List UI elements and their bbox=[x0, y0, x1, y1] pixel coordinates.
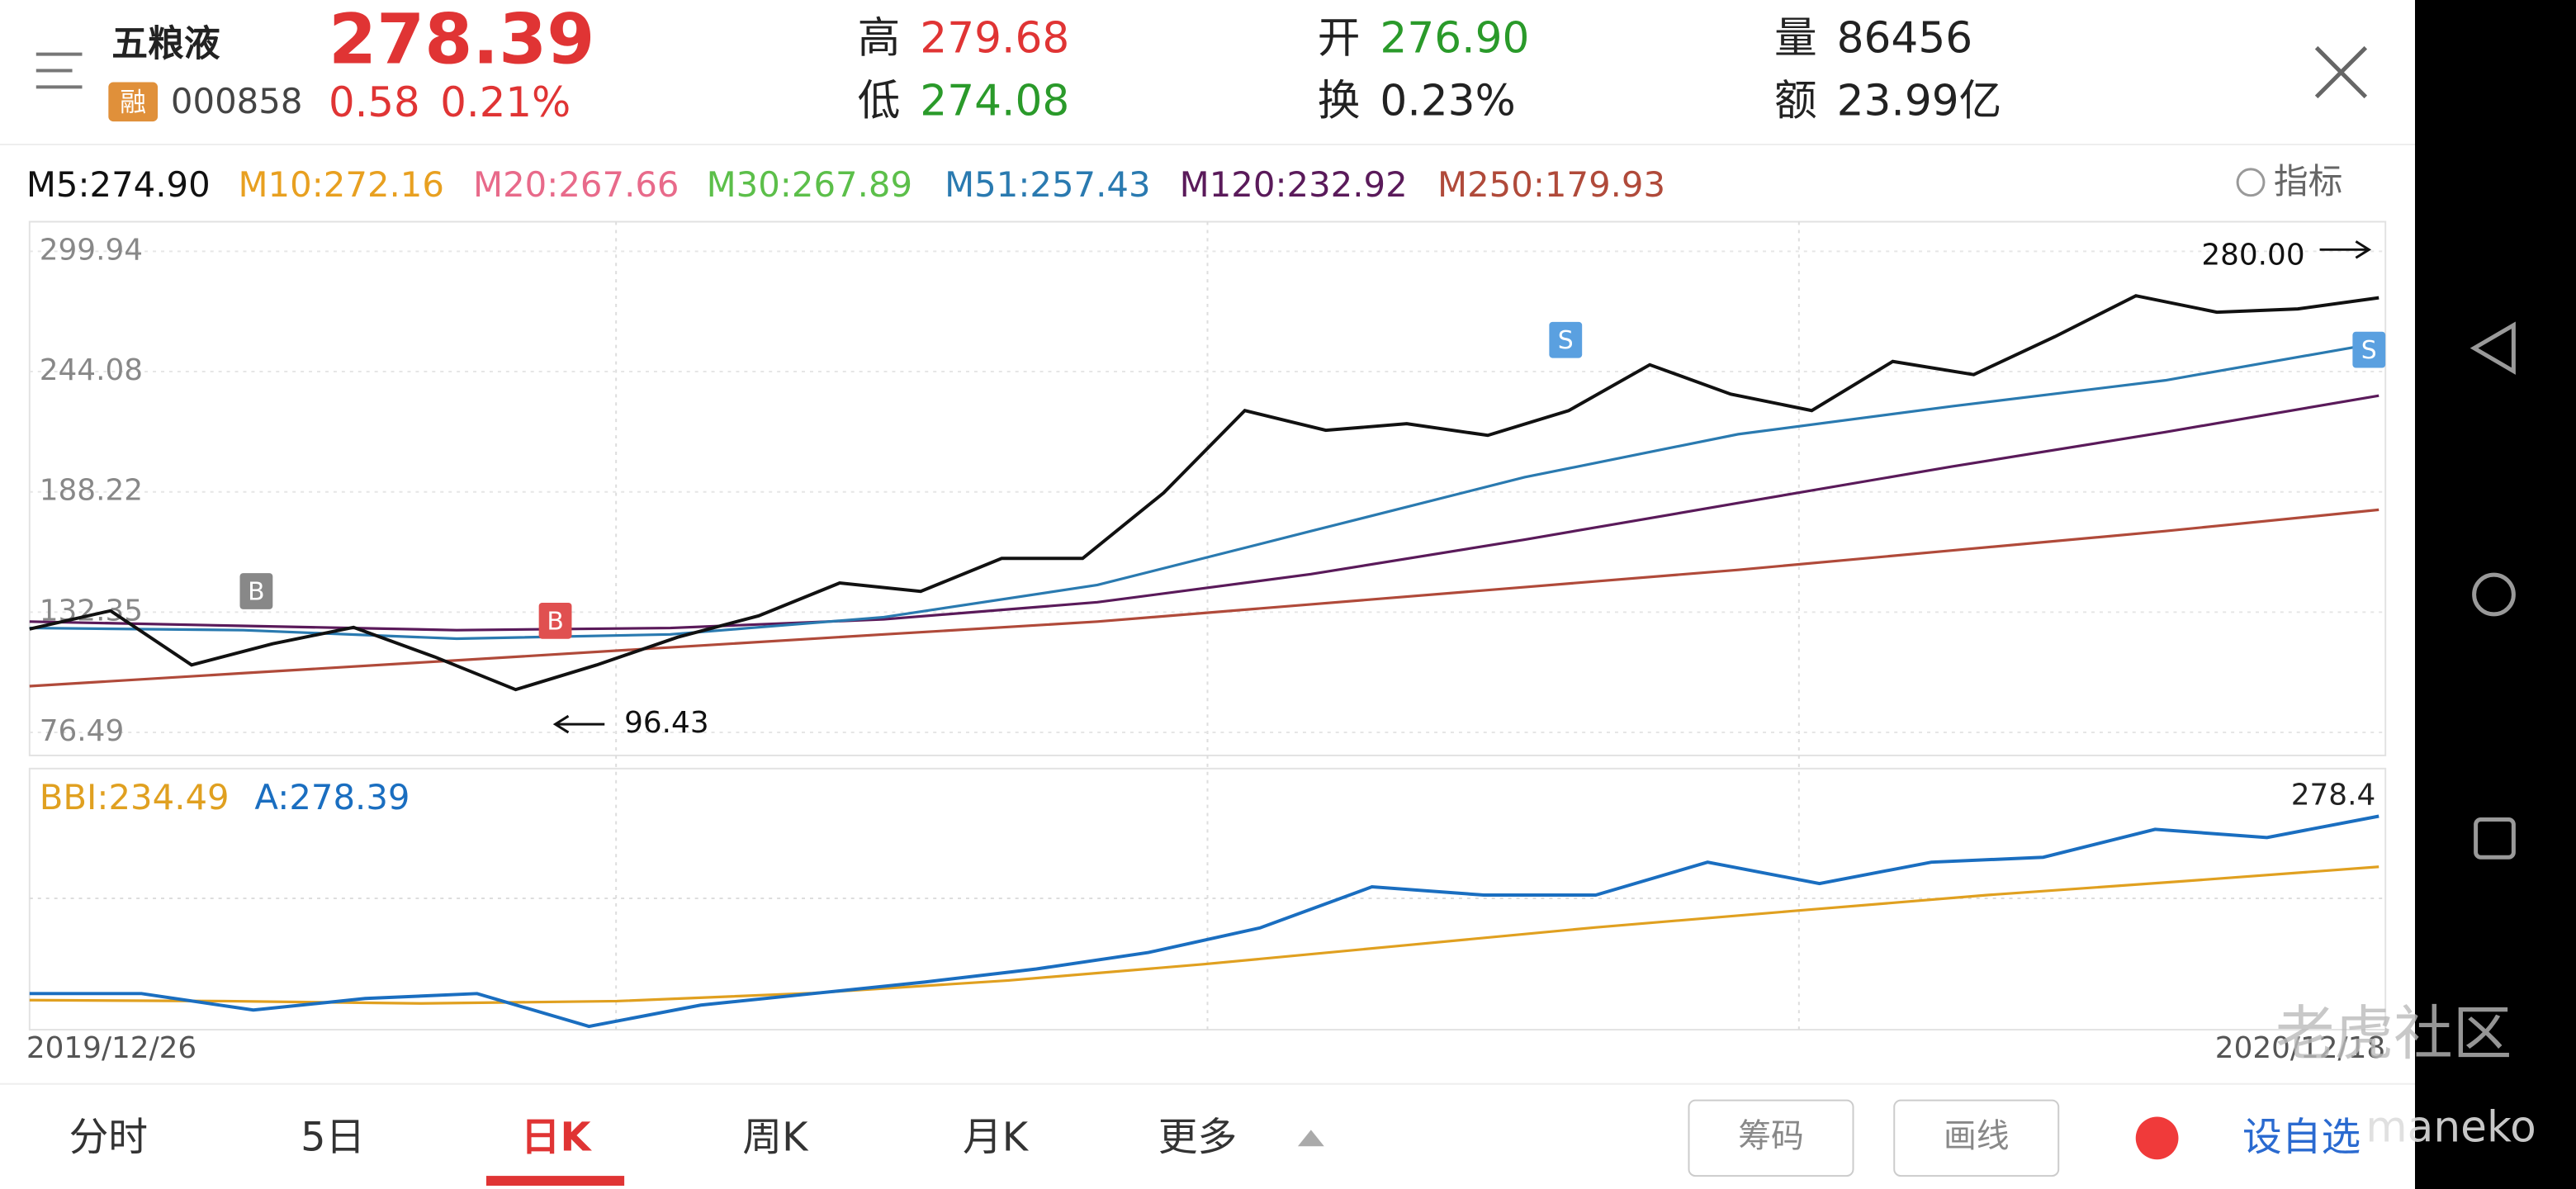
series-line bbox=[29, 865, 2379, 1005]
trade-marker-text: S bbox=[2361, 336, 2377, 365]
annotation-arrow bbox=[552, 714, 605, 734]
ma-label: M120:232.92 bbox=[1180, 164, 1408, 205]
margin-tag bbox=[108, 82, 159, 122]
more-arrow bbox=[1297, 1130, 1324, 1147]
close-button[interactable] bbox=[2314, 45, 2368, 99]
trade-marker bbox=[239, 573, 273, 609]
stat-value: 276.90 bbox=[1380, 14, 1529, 64]
stat-value: 23.99亿 bbox=[1837, 76, 2002, 126]
nav-recent[interactable] bbox=[2474, 817, 2516, 860]
button-frame[interactable] bbox=[1688, 1099, 1854, 1177]
stat-value: 279.68 bbox=[920, 14, 1069, 64]
change-pct: 0.21% bbox=[440, 78, 571, 126]
stat-value: 86456 bbox=[1837, 14, 1973, 64]
stat-label: 量 bbox=[1774, 14, 1817, 64]
stat-label: 高 bbox=[858, 14, 901, 64]
stat-label: 低 bbox=[858, 76, 901, 126]
x-label: 2019/12/26 bbox=[26, 1031, 197, 1065]
watermark: 老虎社区 bbox=[2275, 1000, 2512, 1068]
series-line bbox=[29, 814, 2379, 1029]
stock-name: 五粮液 bbox=[111, 23, 220, 65]
tab[interactable]: 更多 bbox=[1158, 1115, 1237, 1160]
ma-label: M250:179.93 bbox=[1437, 164, 1665, 205]
change: 0.58 bbox=[329, 78, 420, 126]
y-tick-label: 299.94 bbox=[40, 233, 143, 267]
ma-label: M5:274.90 bbox=[26, 164, 211, 205]
annotation: 280.00 bbox=[2201, 238, 2304, 272]
ma-label: M30:267.89 bbox=[707, 164, 912, 205]
indicator-button: 指标 bbox=[2274, 161, 2343, 201]
stat-label: 换 bbox=[1318, 76, 1361, 126]
trade-marker bbox=[2352, 331, 2386, 368]
trade-marker-text: B bbox=[248, 578, 264, 607]
x-label: 2020/12/18 bbox=[2215, 1031, 2385, 1065]
annotation: 96.43 bbox=[624, 706, 709, 740]
vertical-grid bbox=[615, 221, 1800, 1030]
button-frame[interactable] bbox=[1893, 1099, 2060, 1177]
close-icon bbox=[2314, 45, 2368, 99]
tab[interactable]: 日K bbox=[521, 1115, 593, 1160]
trade-marker-text: B bbox=[547, 607, 563, 636]
stat-value: 274.08 bbox=[920, 76, 1069, 126]
price: 278.39 bbox=[329, 0, 594, 80]
nav-back[interactable] bbox=[2469, 321, 2516, 375]
stat-value: 0.23% bbox=[1380, 76, 1515, 126]
tab[interactable]: 分时 bbox=[69, 1115, 148, 1160]
series-line bbox=[29, 508, 2379, 688]
y-tick-label: 76.49 bbox=[40, 714, 125, 748]
ma-label: M51:257.43 bbox=[945, 164, 1150, 205]
trade-marker bbox=[538, 602, 572, 639]
indicator-icon bbox=[2236, 168, 2266, 197]
tab[interactable]: 5日 bbox=[301, 1115, 365, 1160]
menu-icon[interactable] bbox=[36, 52, 83, 89]
stat-label: 额 bbox=[1774, 76, 1817, 126]
nav-bar bbox=[2415, 0, 2576, 1189]
watermark-user: maneko bbox=[2365, 1102, 2536, 1152]
stock-code: 000858 bbox=[171, 81, 302, 121]
indicator-label: BBI:234.49 bbox=[40, 777, 230, 817]
trade-marker bbox=[1549, 321, 1583, 358]
series-line bbox=[29, 294, 2379, 692]
nav-home[interactable] bbox=[2472, 572, 2516, 617]
ma-label: M20:267.66 bbox=[473, 164, 679, 205]
record-dot bbox=[2135, 1116, 2179, 1160]
stat-label: 开 bbox=[1318, 14, 1361, 64]
tab[interactable]: 周K bbox=[742, 1115, 809, 1160]
end-label: 278.4 bbox=[2291, 779, 2376, 812]
active-tab-underline bbox=[485, 1176, 625, 1187]
indicator-label: A:278.39 bbox=[254, 777, 410, 817]
y-tick-label: 188.22 bbox=[40, 474, 143, 508]
trade-marker-text: S bbox=[1558, 326, 1574, 355]
add-watchlist[interactable]: 设自选 bbox=[2242, 1115, 2361, 1160]
annotation-arrow bbox=[2319, 240, 2372, 259]
button-label[interactable]: 筹码 bbox=[1738, 1117, 1804, 1155]
series-line bbox=[29, 341, 2379, 641]
series-line bbox=[29, 394, 2379, 632]
ma-label: M10:272.16 bbox=[239, 164, 444, 205]
tab[interactable]: 月K bbox=[963, 1115, 1030, 1160]
margin-tag-text: 融 bbox=[120, 86, 146, 117]
y-tick-label: 244.08 bbox=[40, 353, 143, 387]
button-label[interactable]: 画线 bbox=[1944, 1117, 2010, 1155]
